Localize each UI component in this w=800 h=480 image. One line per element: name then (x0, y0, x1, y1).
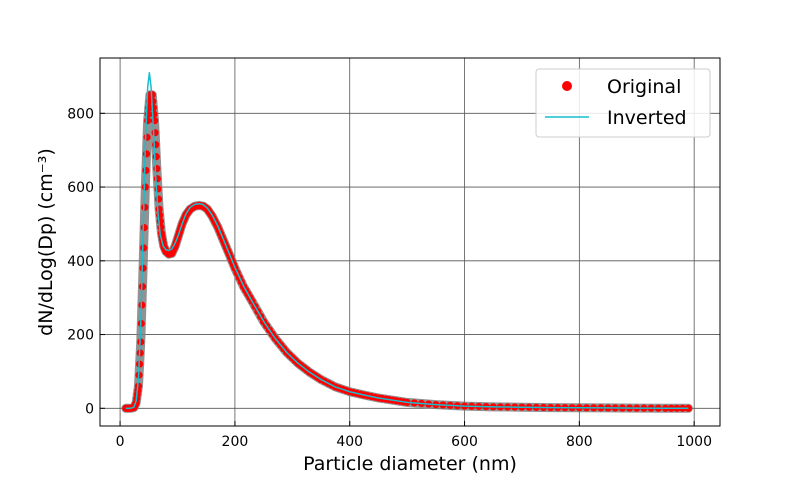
x-tick-label: 800 (566, 434, 593, 450)
original-point (140, 224, 148, 232)
y-axis-title: dN/dLog(Dp) (cm⁻³) (35, 148, 57, 336)
y-tick-label: 600 (67, 180, 94, 196)
legend-marker-original (562, 81, 572, 91)
legend-box (535, 68, 711, 138)
x-tick-label: 1000 (676, 434, 712, 450)
plot-frame (99, 57, 721, 427)
original-point (150, 110, 158, 118)
legend: Original Inverted (535, 68, 711, 138)
y-tick-label: 800 (67, 106, 94, 122)
original-point (134, 382, 143, 390)
original-point (142, 166, 150, 175)
inverted-line (125, 71, 689, 410)
series-inverted (125, 71, 689, 410)
legend-label-inverted: Inverted (607, 107, 687, 129)
original-point (140, 244, 148, 252)
original-point (152, 153, 160, 161)
original-point (149, 97, 157, 105)
legend-label-original: Original (607, 76, 681, 98)
x-tick-label: 400 (336, 434, 363, 450)
original-point (151, 129, 159, 137)
x-tick-label: 600 (451, 434, 478, 450)
original-point (152, 141, 160, 149)
original-point (153, 175, 162, 183)
x-tick-label: 200 (222, 434, 249, 450)
original-point (143, 133, 151, 141)
original-point (149, 104, 157, 112)
y-tick-label: 400 (67, 254, 94, 270)
x-axis-title: Particle diameter (nm) (303, 453, 517, 475)
original-point (137, 338, 145, 346)
original-point (141, 203, 149, 211)
original-point (138, 283, 147, 291)
original-point (144, 117, 152, 125)
original-point (154, 185, 162, 193)
original-point (150, 117, 159, 125)
original-point (142, 150, 151, 158)
y-tick-label: 0 (85, 401, 94, 417)
original-point (139, 264, 147, 272)
original-point (141, 183, 149, 191)
original-point (153, 165, 161, 173)
original-point (154, 195, 163, 203)
x-tick-label: 0 (116, 434, 125, 450)
y-tick-label: 200 (67, 328, 94, 344)
axis-ticks: 0 200 400 600 800 1000 0 200 400 600 800 (67, 106, 712, 450)
